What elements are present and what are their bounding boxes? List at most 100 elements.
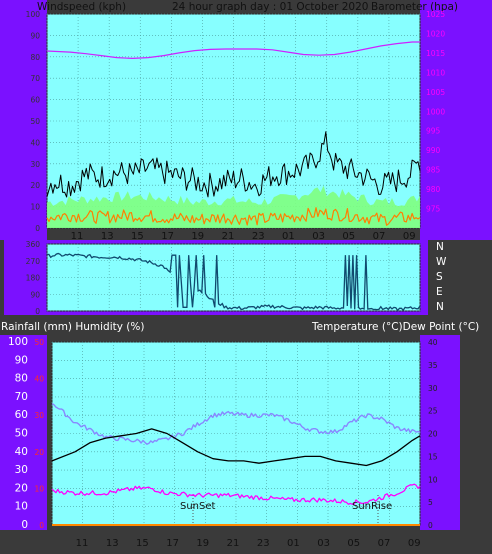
barometer-tick-label: 980 (426, 185, 441, 194)
humidity-y-ticks: 0 10 20 30 40 50 60 70 80 90 100 (8, 336, 28, 531)
wind-tick-label: 50 (30, 117, 40, 126)
time-tick-label: 11 (71, 231, 84, 242)
humidity-tick-label: 0 (21, 519, 28, 531)
rainfall-y-ticks: 0 10 20 30 40 50 (34, 338, 44, 530)
humidity-tick-label: 50 (15, 428, 28, 440)
time-tick-label: 19 (191, 231, 204, 242)
compass-label: N (436, 301, 444, 313)
time-tick-label: 01 (287, 538, 300, 549)
wind-tick-label: 90 (30, 31, 40, 40)
direction-line (46, 252, 421, 312)
low-wind-line (46, 207, 421, 226)
humidity-tick-label: 20 (15, 482, 28, 494)
barometer-tick-label: 995 (426, 127, 441, 136)
barometer-tick-label: 985 (426, 166, 441, 175)
top-right-strip (420, 0, 492, 240)
dewpoint-line (51, 483, 421, 505)
wind-tick-label: 10 (30, 203, 40, 212)
wind-tick-label: 60 (30, 96, 40, 105)
bottom-left-strip (0, 335, 47, 530)
wind-tick-label: 70 (30, 74, 40, 83)
temperature-tick-label: 15 (428, 452, 438, 461)
rainfall-tick-label: 40 (34, 375, 44, 384)
bottom-right-strip (420, 335, 460, 530)
humidity-tick-label: 10 (15, 501, 28, 513)
temp-grid (51, 341, 421, 526)
top-left-strip (0, 0, 47, 240)
time-tick-label: 07 (378, 538, 391, 549)
gust-area (47, 185, 420, 228)
humidity-tick-label: 40 (15, 446, 28, 458)
barometer-line (46, 41, 420, 60)
direction-series (46, 252, 421, 312)
barometer-tick-label: 1015 (426, 49, 445, 58)
time-tick-label: 05 (342, 231, 355, 242)
barometer-tick-label: 975 (426, 205, 441, 214)
time-tick-label: 11 (76, 538, 89, 549)
wind-series (46, 41, 421, 228)
mid-header-left-label: Rainfall (mm) Humidity (%) (1, 321, 144, 333)
direction-tick-label: 180 (26, 274, 41, 283)
header-right-label: Barometer (hpa) (371, 1, 458, 13)
wind-tick-label: 30 (30, 160, 40, 169)
sun-markers (192, 495, 379, 525)
time-tick-label: 15 (136, 538, 149, 549)
compass-label: N (436, 241, 444, 253)
wind-y-ticks: 0 10 20 30 40 50 60 70 80 90 100 (26, 10, 41, 233)
wind-tick-label: 100 (26, 10, 41, 19)
temperature-tick-label: 5 (428, 498, 433, 507)
temperature-tick-label: 25 (428, 407, 438, 416)
time-tick-label: 21 (222, 231, 235, 242)
time-tick-label: 13 (106, 538, 119, 549)
barometer-tick-label: 1025 (426, 10, 445, 19)
barometer-y-ticks: 975 980 985 990 995 1000 1005 1010 1015 1020 1025 (426, 10, 445, 214)
humidity-line (51, 402, 421, 445)
rainfall-tick-label: 50 (34, 338, 44, 347)
time-axis-bottom: 11 13 15 17 19 21 23 01 03 05 07 09 (76, 538, 421, 549)
humidity-tick-label: 60 (15, 409, 28, 421)
wind-tick-label: 80 (30, 53, 40, 62)
temperature-tick-label: 0 (428, 521, 433, 530)
time-tick-label: 09 (408, 538, 421, 549)
time-tick-label: 03 (317, 538, 330, 549)
direction-tick-label: 270 (26, 257, 41, 266)
humidity-tick-label: 90 (15, 354, 28, 366)
mid-header-right-label: Temperature (°C)Dew Point (°C) (311, 321, 479, 333)
time-tick-label: 05 (347, 538, 360, 549)
temp-series (51, 402, 421, 526)
barometer-tick-label: 990 (426, 146, 441, 155)
time-tick-label: 23 (257, 538, 270, 549)
temperature-line (51, 428, 421, 467)
direction-y-ticks: 0 90 180 270 360 (26, 240, 41, 316)
compass-label: S (436, 271, 443, 283)
time-tick-label: 09 (403, 231, 416, 242)
rainfall-tick-label: 20 (34, 448, 44, 457)
humidity-tick-label: 80 (15, 373, 28, 385)
direction-tick-label: 90 (30, 290, 40, 299)
barometer-tick-label: 1010 (426, 68, 445, 77)
barometer-tick-label: 1020 (426, 29, 445, 38)
temperature-y-ticks: 0 5 10 15 20 25 30 35 40 (428, 338, 438, 530)
time-tick-label: 23 (252, 231, 265, 242)
direction-tick-label: 0 (35, 307, 40, 316)
compass-label: W (436, 256, 447, 268)
temperature-tick-label: 35 (428, 361, 438, 370)
humidity-tick-label: 30 (15, 464, 28, 476)
sunrise-label: SunRise (352, 501, 392, 512)
rainfall-tick-label: 0 (39, 521, 44, 530)
direction-tick-label: 360 (26, 240, 41, 249)
wind-tick-label: 0 (35, 224, 40, 233)
time-tick-label: 21 (227, 538, 240, 549)
header-center-label: 24 hour graph day : 01 October 2020 (172, 1, 368, 13)
time-tick-label: 19 (196, 538, 209, 549)
time-axis-top: 11 13 15 17 19 21 23 01 03 05 07 09 (71, 231, 416, 242)
barometer-tick-label: 1005 (426, 88, 445, 97)
time-tick-label: 07 (373, 231, 386, 242)
temperature-tick-label: 40 (428, 338, 438, 347)
humidity-tick-label: 70 (15, 391, 28, 403)
temperature-tick-label: 30 (428, 384, 438, 393)
time-tick-label: 03 (312, 231, 325, 242)
rainfall-tick-label: 30 (34, 411, 44, 420)
time-tick-label: 13 (101, 231, 114, 242)
